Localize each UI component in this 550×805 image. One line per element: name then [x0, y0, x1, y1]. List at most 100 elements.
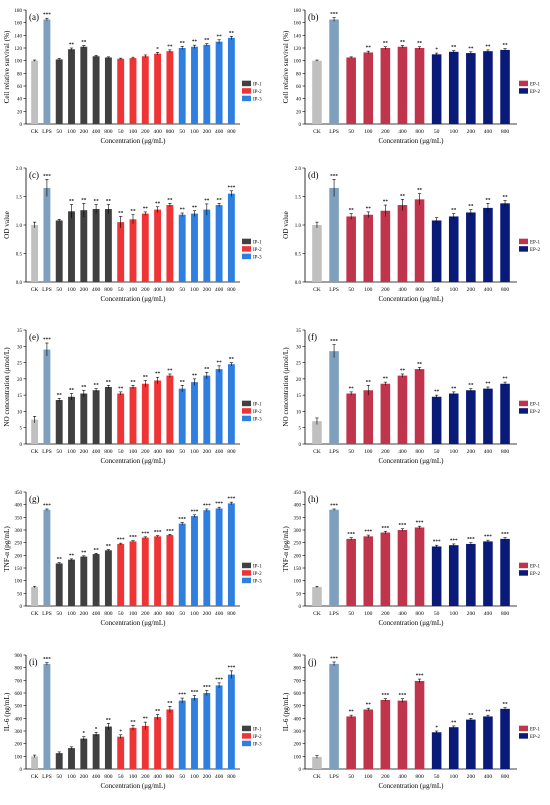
- significance-mark: **: [366, 702, 372, 708]
- y-tick-label: 100: [15, 60, 23, 65]
- y-tick-label: 120: [15, 47, 23, 52]
- y-tick-label: 20: [17, 110, 23, 115]
- y-tick-label: 250: [294, 542, 302, 547]
- x-tick-label: CK: [31, 287, 39, 293]
- significance-mark: **: [81, 384, 87, 390]
- chart-panel-f: 0 5 10 15 20 25 30 35 NO concentration (μmol/L) (…: [282, 329, 541, 465]
- x-tick-label: 200: [381, 287, 390, 293]
- x-axis-title: Concentration (μg/mL): [379, 137, 445, 145]
- significance-mark: **: [400, 368, 406, 374]
- x-tick-label: 400: [484, 449, 493, 455]
- legend-swatch-ip-3: [242, 577, 251, 584]
- significance-mark: **: [204, 366, 210, 372]
- bar-50: [178, 388, 186, 444]
- x-tick-label: LPS: [329, 774, 339, 780]
- y-tick-label: 900: [294, 654, 302, 659]
- bar-LPS: [43, 19, 51, 124]
- bar-50: [117, 543, 125, 606]
- bar-100: [68, 396, 75, 444]
- y-tick-label: 20: [296, 110, 302, 115]
- x-tick-label: 400: [153, 129, 162, 135]
- x-axis-title: Concentration (μg/mL): [379, 295, 445, 303]
- x-tick-label: 800: [104, 611, 113, 617]
- legend-label: IP-2: [253, 735, 262, 740]
- bar-400: [92, 209, 100, 282]
- significance-mark: **: [383, 376, 389, 382]
- legend-swatch-ep-1: [519, 562, 528, 569]
- significance-mark: **: [143, 716, 149, 722]
- significance-mark: **: [130, 379, 136, 385]
- significance-mark: **: [451, 386, 457, 392]
- bar-200: [80, 738, 88, 769]
- x-tick-label: 100: [450, 129, 459, 135]
- chart-panel-h: 0 50 100 150 200 250 300 350 400 450 TNF-α (pg/mL)…: [282, 491, 541, 627]
- legend-swatch-ep-1: [519, 400, 528, 407]
- x-tick-label: 100: [190, 129, 199, 135]
- x-axis-title: Concentration (μg/mL): [101, 295, 167, 303]
- x-tick-label: 50: [434, 611, 440, 617]
- x-tick-label: 200: [381, 774, 390, 780]
- x-tick-label: 50: [434, 774, 440, 780]
- significance-mark: **: [94, 198, 100, 204]
- bar-100: [448, 51, 459, 124]
- x-tick-label: 200: [203, 287, 212, 293]
- chart-panel-c: 0.0 0.5 1.0 1.5 2.0 OD value (c) CK *** LPS 50 ** 10…: [3, 167, 262, 303]
- x-tick-label: 50: [179, 129, 185, 135]
- y-tick-label: 50: [296, 592, 302, 597]
- x-tick-label: 800: [227, 129, 236, 135]
- y-tick-label: 100: [15, 580, 23, 585]
- bar-800: [414, 680, 425, 769]
- x-tick-label: 800: [104, 287, 113, 293]
- x-tick-label: 50: [179, 611, 185, 617]
- x-tick-label: 800: [104, 449, 113, 455]
- y-tick-label: 0: [20, 605, 23, 610]
- significance-mark: **: [468, 204, 474, 210]
- x-tick-label: 400: [153, 287, 162, 293]
- x-tick-label: 400: [92, 774, 101, 780]
- y-tick-label: 500: [15, 705, 23, 710]
- significance-mark: ***: [228, 185, 236, 191]
- x-tick-label: 200: [80, 287, 89, 293]
- chart-panel-d: 0.0 0.5 1.0 1.5 2.0 OD value (d) CK *** LPS ** 50 **…: [282, 167, 541, 303]
- significance-mark: **: [485, 381, 491, 387]
- y-axis-title: IL-6 (pg/mL): [282, 692, 290, 731]
- x-tick-label: 400: [398, 287, 407, 293]
- x-tick-label: 800: [166, 611, 175, 617]
- bar-100: [448, 727, 459, 769]
- bar-CK: [31, 587, 39, 606]
- significance-mark: ***: [191, 509, 199, 515]
- bar-200: [141, 56, 149, 124]
- x-tick-label: 800: [501, 287, 510, 293]
- significance-mark: ***: [364, 529, 372, 535]
- bar-400: [154, 380, 162, 444]
- bar-400: [92, 56, 100, 124]
- significance-mark: **: [366, 379, 372, 385]
- y-tick-label: 200: [294, 554, 302, 559]
- significance-mark: **: [94, 547, 100, 553]
- bar-400: [215, 685, 223, 769]
- bar-CK: [312, 587, 322, 606]
- bar-100: [68, 49, 75, 125]
- bar-50: [117, 58, 125, 125]
- x-tick-label: 200: [381, 129, 390, 135]
- significance-mark: **: [502, 194, 508, 200]
- legend-swatch-ip-2: [242, 408, 251, 414]
- x-tick-label: 100: [129, 774, 138, 780]
- significance-mark: *: [435, 725, 438, 731]
- y-tick-label: 30: [296, 345, 302, 350]
- x-tick-label: 400: [153, 449, 162, 455]
- y-tick-label: 80: [296, 72, 302, 77]
- bar-200: [203, 693, 211, 769]
- significance-mark: **: [417, 188, 423, 194]
- significance-mark: **: [143, 374, 149, 380]
- x-tick-label: 200: [381, 449, 390, 455]
- x-tick-label: 800: [227, 449, 236, 455]
- significance-mark: **: [106, 198, 112, 204]
- legend-swatch-ip-1: [242, 562, 251, 569]
- y-axis-title: TNF-α (pg/mL): [282, 526, 290, 572]
- y-tick-label: 0: [20, 123, 23, 128]
- significance-mark: ***: [203, 503, 211, 509]
- bar-800: [166, 535, 174, 606]
- significance-mark: **: [69, 388, 75, 394]
- significance-mark: **: [502, 43, 508, 49]
